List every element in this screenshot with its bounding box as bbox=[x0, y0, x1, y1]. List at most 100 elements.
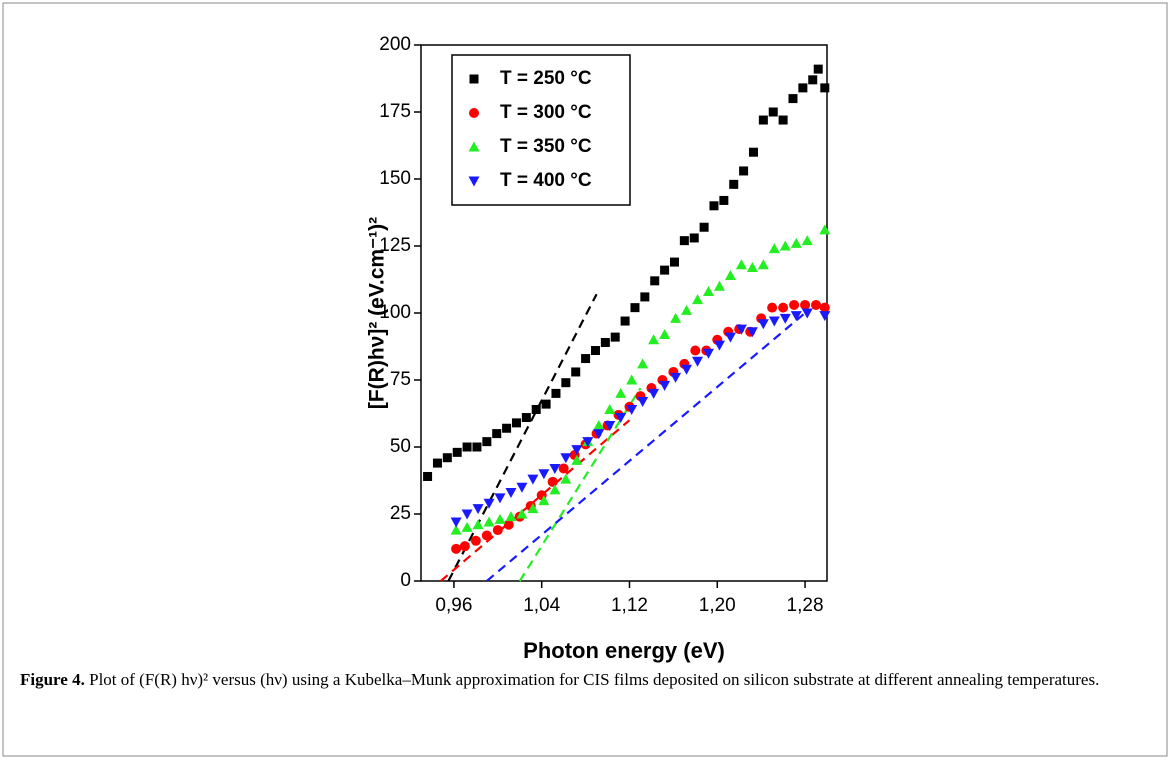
point bbox=[531, 404, 541, 414]
point bbox=[516, 508, 528, 519]
point bbox=[483, 516, 495, 527]
point bbox=[472, 504, 484, 515]
point bbox=[702, 348, 714, 359]
point bbox=[757, 259, 769, 270]
point bbox=[813, 64, 823, 74]
point bbox=[432, 458, 442, 468]
point bbox=[679, 236, 689, 246]
point bbox=[494, 493, 506, 504]
point bbox=[811, 299, 822, 310]
y-axis-label: [F(R)hν]² (eV.cm⁻¹)² bbox=[366, 217, 389, 409]
point bbox=[492, 429, 502, 439]
point bbox=[541, 399, 551, 409]
point bbox=[724, 332, 736, 343]
x-tick-label: 1,20 bbox=[699, 595, 736, 616]
point bbox=[659, 380, 671, 391]
point bbox=[800, 299, 811, 310]
point bbox=[593, 429, 605, 440]
point bbox=[560, 453, 572, 464]
point bbox=[689, 233, 699, 243]
point bbox=[640, 292, 650, 302]
point bbox=[789, 299, 800, 310]
point bbox=[746, 327, 758, 338]
point bbox=[669, 257, 679, 267]
point bbox=[483, 498, 495, 509]
point bbox=[670, 312, 682, 323]
point bbox=[615, 413, 627, 424]
legend-label: T = 300 °C bbox=[500, 102, 592, 123]
point bbox=[702, 286, 714, 297]
y-tick-label: 150 bbox=[379, 168, 411, 189]
point bbox=[630, 303, 640, 313]
point bbox=[819, 311, 831, 322]
point bbox=[692, 294, 704, 305]
point bbox=[670, 372, 682, 383]
point bbox=[511, 418, 521, 428]
point bbox=[472, 519, 484, 530]
y-tick-label: 25 bbox=[390, 503, 411, 524]
y-tick-label: 100 bbox=[379, 302, 411, 323]
fit-line bbox=[440, 419, 631, 582]
point bbox=[768, 316, 780, 327]
legend-marker bbox=[469, 74, 479, 84]
point bbox=[551, 388, 561, 398]
point bbox=[450, 524, 462, 535]
point bbox=[521, 413, 531, 423]
point bbox=[459, 541, 470, 552]
point bbox=[767, 302, 778, 313]
point bbox=[581, 354, 591, 364]
point bbox=[610, 332, 620, 342]
point bbox=[620, 316, 630, 326]
point bbox=[561, 378, 571, 388]
x-tick-label: 0,96 bbox=[435, 595, 472, 616]
point bbox=[450, 517, 462, 528]
point bbox=[527, 474, 539, 485]
caption-label: Figure 4. bbox=[20, 670, 85, 689]
point bbox=[470, 535, 481, 546]
point bbox=[808, 75, 818, 85]
caption: Figure 4. Plot of (F(R) hν)² versus (hν)… bbox=[20, 668, 1150, 692]
fit-line bbox=[447, 293, 598, 582]
point bbox=[604, 403, 616, 414]
point bbox=[494, 513, 506, 524]
point bbox=[461, 521, 473, 532]
point bbox=[713, 340, 725, 351]
point bbox=[768, 243, 780, 254]
fit-line bbox=[486, 312, 806, 582]
point bbox=[709, 201, 719, 211]
point bbox=[798, 83, 808, 93]
point bbox=[538, 469, 550, 480]
y-tick-label: 50 bbox=[390, 436, 411, 457]
point bbox=[681, 364, 693, 375]
x-tick-label: 1,12 bbox=[611, 595, 648, 616]
legend-label: T = 400 °C bbox=[500, 170, 592, 191]
point bbox=[492, 525, 503, 536]
x-tick-label: 1,04 bbox=[523, 595, 560, 616]
point bbox=[735, 259, 747, 270]
point bbox=[659, 328, 671, 339]
y-tick-label: 125 bbox=[379, 235, 411, 256]
point bbox=[788, 94, 798, 104]
point bbox=[648, 388, 660, 399]
x-tick-label: 1,28 bbox=[787, 595, 824, 616]
point bbox=[790, 311, 802, 322]
point bbox=[790, 237, 802, 248]
legend-marker bbox=[468, 176, 480, 187]
caption-text: Plot of (F(R) hν)² versus (hν) using a K… bbox=[89, 670, 1100, 689]
point bbox=[505, 488, 517, 499]
point bbox=[719, 195, 729, 205]
point bbox=[423, 471, 433, 481]
point bbox=[779, 240, 791, 251]
point bbox=[724, 269, 736, 280]
point bbox=[819, 224, 831, 235]
point bbox=[637, 396, 649, 407]
point bbox=[461, 509, 473, 520]
point bbox=[699, 222, 709, 232]
point bbox=[452, 447, 462, 457]
point bbox=[516, 482, 528, 493]
y-tick-label: 200 bbox=[379, 34, 411, 55]
point bbox=[748, 147, 758, 157]
legend-box bbox=[451, 54, 631, 206]
